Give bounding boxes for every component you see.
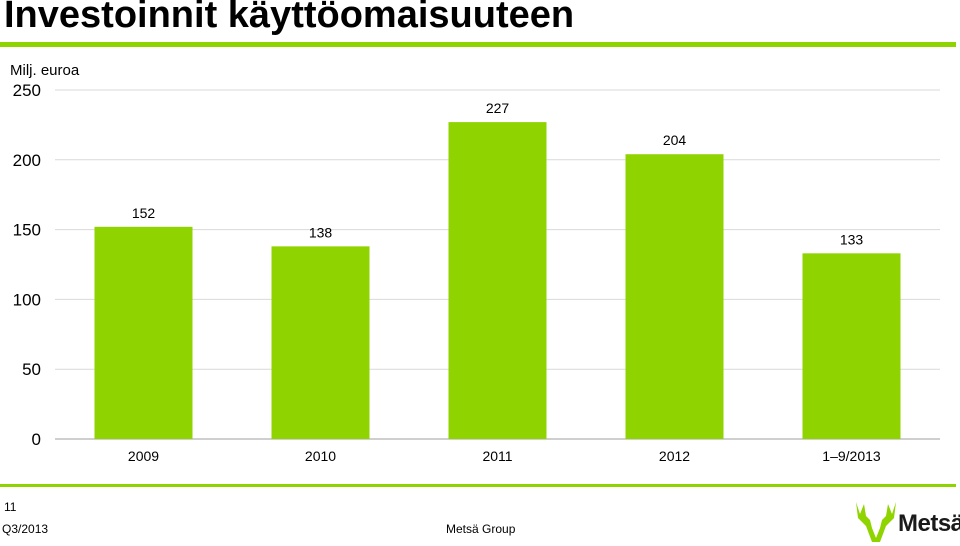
value-label: 227 <box>486 100 510 116</box>
x-tick-label: 1–9/2013 <box>822 448 881 464</box>
y-tick-label: 0 <box>32 430 41 449</box>
bars <box>94 122 901 439</box>
unit-label: Milj. euroa <box>10 62 80 79</box>
antler-leaf-icon <box>856 502 896 542</box>
value-label: 204 <box>663 132 687 148</box>
value-labels: 152 138 227 204 133 <box>132 100 864 247</box>
value-label: 133 <box>840 231 864 247</box>
y-axis-ticks: 0 50 100 150 200 250 <box>13 81 41 449</box>
footer-divider <box>0 484 956 487</box>
bar <box>625 154 724 439</box>
y-tick-label: 200 <box>13 151 41 170</box>
y-tick-label: 150 <box>13 221 41 240</box>
value-label: 152 <box>132 205 156 221</box>
value-label: 138 <box>309 224 333 240</box>
x-tick-label: 2012 <box>659 448 690 464</box>
bar <box>94 226 193 439</box>
bar <box>448 122 547 439</box>
company-name: Metsä Group <box>446 522 516 536</box>
x-tick-label: 2009 <box>128 448 159 464</box>
page-number: 11 <box>4 500 17 514</box>
page-title: Investoinnit käyttöomaisuuteen <box>4 0 575 36</box>
y-tick-label: 250 <box>13 81 41 100</box>
x-tick-label: 2011 <box>482 448 512 464</box>
bar <box>271 246 370 439</box>
bar <box>802 253 901 439</box>
title-divider <box>0 42 956 47</box>
x-axis-ticks: 2009 2010 2011 2012 1–9/2013 <box>128 448 881 464</box>
bar-chart: 0 50 100 150 200 250 152 138 227 204 133 2009 2010… <box>13 81 940 464</box>
report-period: Q3/2013 <box>2 522 49 536</box>
x-tick-label: 2010 <box>305 448 336 464</box>
logo-text: Metsä <box>898 510 960 537</box>
y-tick-label: 100 <box>13 290 41 309</box>
y-tick-label: 50 <box>22 360 41 379</box>
